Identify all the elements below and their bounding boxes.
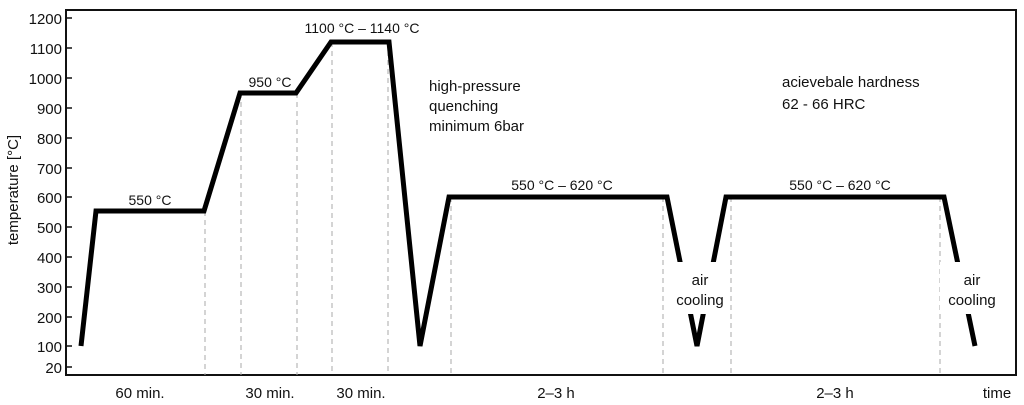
- svg-text:1100: 1100: [30, 41, 62, 58]
- quench-note-3: minimum 6bar: [429, 118, 524, 135]
- stage-separators: [204, 42, 941, 375]
- hold-label-550: 550 °C: [129, 192, 172, 208]
- svg-text:700: 700: [37, 161, 62, 178]
- temper-label-2: 550 °C – 620 °C: [789, 177, 890, 193]
- air-cooling-1b: cooling: [676, 292, 724, 309]
- hardness-note-1: acievebale hardness: [782, 74, 920, 91]
- temperature-profile-line: [78, 39, 978, 347]
- svg-text:100: 100: [37, 339, 62, 356]
- air-cooling-label-bg-2: [940, 262, 1004, 314]
- hold-label-austenitize: 1100 °C – 1140 °C: [305, 20, 420, 36]
- x-axis-segments: 60 min. 30 min. 30 min. 2–3 h 2–3 h: [115, 385, 853, 402]
- y-axis-labels: 1200 1100 1000 900 800 700 600 500 400 3…: [29, 11, 62, 377]
- plot-frame: [65, 9, 1017, 376]
- svg-text:200: 200: [37, 310, 62, 327]
- svg-text:2–3 h: 2–3 h: [816, 385, 854, 402]
- svg-text:30 min.: 30 min.: [245, 385, 294, 402]
- svg-text:400: 400: [37, 250, 62, 267]
- hold-label-950: 950 °C: [249, 74, 292, 90]
- svg-text:2–3 h: 2–3 h: [537, 385, 575, 402]
- svg-text:1000: 1000: [29, 71, 62, 88]
- air-cooling-2b: cooling: [948, 292, 996, 309]
- svg-text:1200: 1200: [29, 11, 62, 28]
- quench-note-1: high-pressure: [429, 78, 521, 95]
- x-axis-title: time: [983, 385, 1011, 402]
- air-cooling-1a: air: [692, 272, 709, 289]
- svg-text:900: 900: [37, 101, 62, 118]
- hardness-note-2: 62 - 66 HRC: [782, 96, 866, 113]
- svg-text:300: 300: [37, 280, 62, 297]
- air-cooling-2a: air: [964, 272, 981, 289]
- svg-text:30 min.: 30 min.: [336, 385, 385, 402]
- svg-text:20: 20: [45, 360, 62, 377]
- temper-label-1: 550 °C – 620 °C: [511, 177, 612, 193]
- svg-text:600: 600: [37, 190, 62, 207]
- svg-text:800: 800: [37, 131, 62, 148]
- svg-text:60 min.: 60 min.: [115, 385, 164, 402]
- air-cooling-label-bg-1: [672, 262, 730, 314]
- svg-text:500: 500: [37, 220, 62, 237]
- y-axis-title: temperature [°C]: [5, 135, 22, 245]
- y-axis-ticks: [66, 17, 72, 368]
- quench-note-2: quenching: [429, 98, 498, 115]
